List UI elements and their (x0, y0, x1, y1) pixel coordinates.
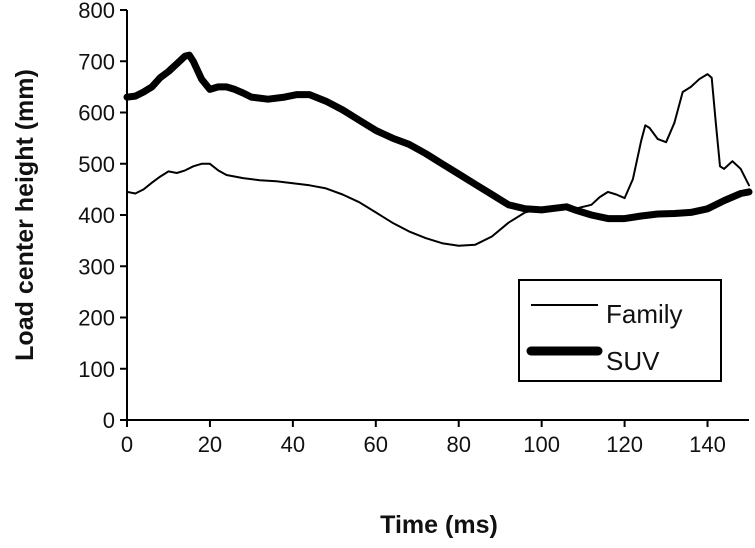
y-tick-label: 600 (78, 101, 115, 126)
y-tick-label: 200 (78, 306, 115, 331)
y-tick-label: 500 (78, 152, 115, 177)
y-axis-title: Load center height (mm) (11, 69, 39, 361)
series-line-suv (123, 51, 753, 223)
legend-label-suv: SUV (606, 346, 660, 376)
y-tick-label: 400 (78, 203, 115, 228)
x-tick-label: 140 (689, 432, 726, 457)
x-tick-label: 20 (198, 432, 222, 457)
x-tick-label: 100 (523, 432, 560, 457)
x-tick-label: 80 (446, 432, 470, 457)
x-tick-label: 120 (606, 432, 643, 457)
y-tick-label: 800 (78, 0, 115, 23)
x-tick-label: 0 (121, 432, 133, 457)
series-layer (123, 51, 753, 247)
x-axis-title: Time (ms) (380, 511, 498, 539)
legend-box (518, 279, 722, 382)
y-tick-label: 700 (78, 49, 115, 74)
legend-label-family: Family (606, 299, 683, 329)
x-tick-label: 40 (281, 432, 305, 457)
y-tick-label: 0 (103, 408, 115, 433)
series-line-family (126, 73, 750, 247)
x-tick-label: 60 (364, 432, 388, 457)
legend: Family SUV (518, 279, 722, 382)
x-ticks: 0 20 40 60 80 100 120 140 (121, 420, 726, 457)
y-ticks: 0 100 200 300 400 500 600 700 800 (78, 0, 127, 433)
y-tick-label: 300 (78, 254, 115, 279)
y-tick-label: 100 (78, 357, 115, 382)
